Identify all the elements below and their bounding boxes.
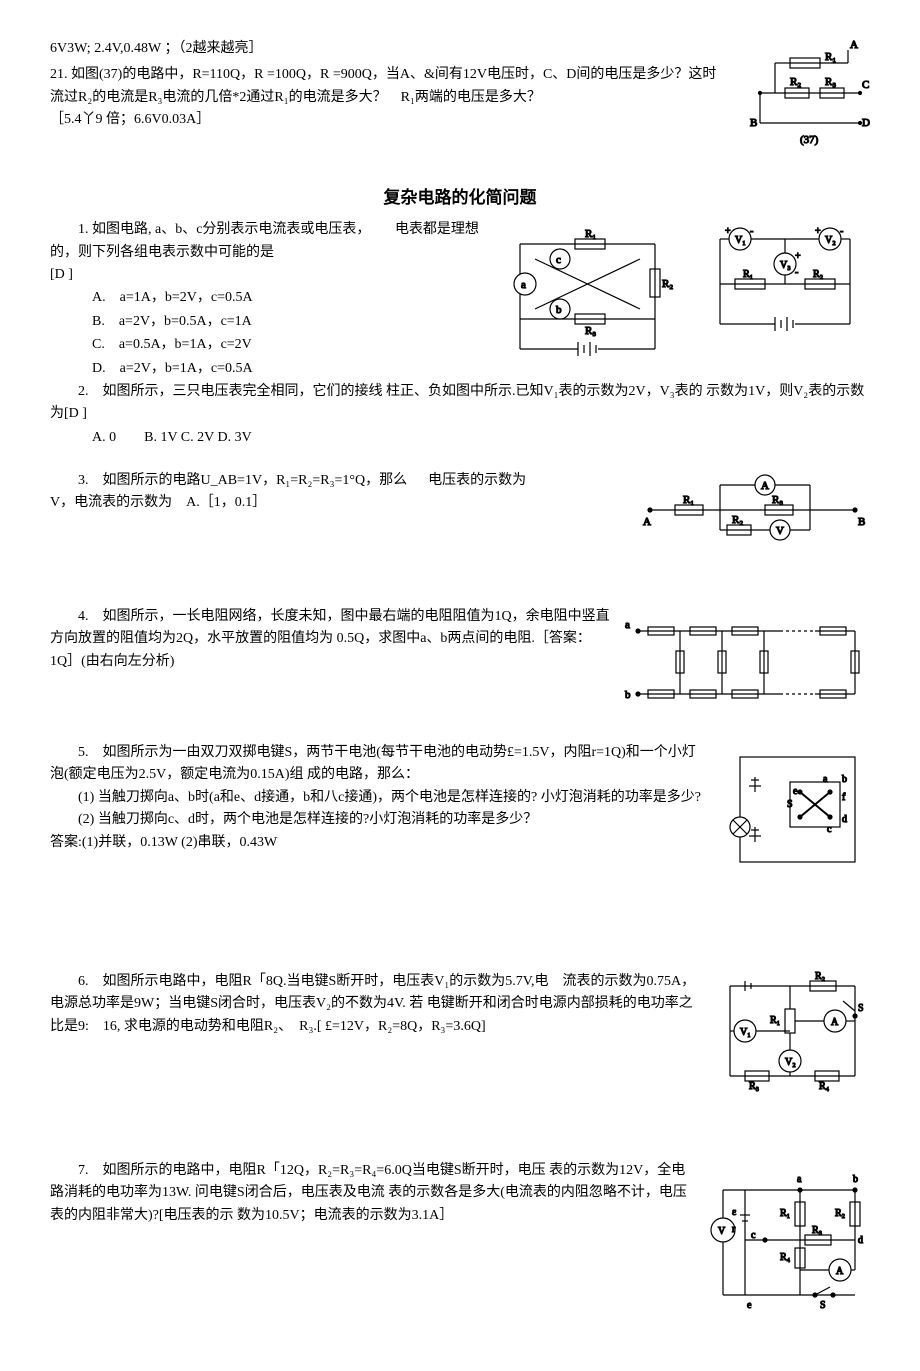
svg-text:c: c: [556, 254, 561, 266]
svg-text:R₂: R₂: [813, 269, 823, 280]
svg-text:R₃: R₃: [749, 1081, 759, 1092]
svg-text:b: b: [556, 304, 562, 316]
fig37-label-A: A: [850, 39, 858, 51]
problem-3: A R₁ R₃ B A R₂ V 3. 如图所示的电路U_AB=1V，R₁=R₂…: [50, 470, 870, 548]
problem-5: S ab f cd e 5. 如图所示为一由双刀双掷电键S，两节干电池(每节干电…: [50, 742, 870, 883]
svg-text:-: -: [840, 226, 843, 237]
svg-text:(37): (37): [800, 134, 819, 146]
svg-text:d: d: [858, 1235, 863, 1246]
svg-text:e: e: [793, 786, 798, 797]
svg-text:S: S: [787, 799, 793, 810]
problem-21-block: A R₁ R₂ R₃ C D B (37) 6V3W; 2.4V,0.48W ；…: [50, 38, 870, 164]
svg-text:A: A: [831, 1017, 839, 1028]
svg-text:R₁: R₁: [585, 228, 596, 240]
svg-text:-: -: [750, 226, 753, 237]
svg-text:+: +: [725, 226, 731, 237]
q3-stem-a: 3. 如图所示的电路U_AB=1V，R₁=R₂=R₃=1°Q，那么: [78, 473, 407, 488]
svg-text:R₂: R₂: [835, 1208, 845, 1219]
svg-text:R₁: R₁: [683, 494, 694, 506]
svg-text:a: a: [625, 619, 630, 631]
svg-text:a: a: [823, 774, 828, 785]
svg-text:c: c: [751, 1230, 756, 1241]
svg-text:-: -: [795, 267, 798, 278]
svg-text:a: a: [521, 279, 526, 291]
svg-text:R₂: R₂: [815, 971, 825, 982]
figure-q1: R₁ R₂ R₃ a c b: [490, 219, 685, 369]
problem-4: a b 4. 如图所示，一长电阻网络，长度未: [50, 606, 870, 722]
figure-q2: V₁ V₂ + - + - V₃ + - R₁ R₂: [695, 219, 870, 354]
svg-text:R₂: R₂: [732, 514, 743, 526]
svg-text:+: +: [815, 226, 821, 237]
svg-text:f: f: [842, 792, 846, 803]
svg-text:A: A: [836, 1266, 844, 1277]
svg-text:b: b: [842, 774, 847, 785]
problem-1: V₁ V₂ + - + - V₃ + - R₁ R₂: [50, 219, 870, 450]
svg-text:R₁: R₁: [780, 1208, 790, 1219]
svg-text:D: D: [862, 117, 870, 129]
svg-text:R₁: R₁: [825, 51, 836, 63]
svg-text:R₃: R₃: [772, 494, 783, 506]
figure-q4: a b: [620, 606, 870, 716]
figure-37: A R₁ R₂ R₃ C D B (37): [730, 38, 870, 158]
svg-text:R₃: R₃: [812, 1225, 822, 1236]
figure-q6: R₂ S R₁ V₁ A V₂ R₃ R₄: [715, 971, 870, 1096]
svg-text:R₄: R₄: [819, 1081, 830, 1092]
q2-opts: A. 0 B. 1V C. 2V D. 3V: [92, 427, 870, 449]
svg-text:V₁: V₁: [735, 235, 746, 246]
svg-text:R₂: R₂: [790, 76, 801, 88]
svg-text:V₃: V₃: [780, 260, 791, 271]
svg-text:R₃: R₃: [585, 325, 596, 337]
q3-stem-b: 电压表的示数为: [428, 473, 526, 488]
svg-text:R₁: R₁: [743, 269, 753, 280]
svg-text:A: A: [761, 480, 769, 492]
svg-text:V: V: [776, 525, 784, 537]
svg-text:R₄: R₄: [780, 1252, 791, 1263]
svg-text:V₁: V₁: [740, 1027, 751, 1038]
svg-text:ε: ε: [732, 1207, 736, 1218]
svg-text:c: c: [827, 824, 832, 835]
svg-text:B: B: [858, 516, 865, 528]
svg-text:a: a: [797, 1174, 802, 1185]
svg-text:R₁: R₁: [770, 1015, 780, 1026]
svg-text:V₂: V₂: [825, 235, 836, 246]
svg-text:R₃: R₃: [825, 76, 836, 88]
figure-q3: A R₁ R₃ B A R₂ V: [635, 470, 870, 542]
svg-text:V₂: V₂: [785, 1057, 796, 1068]
svg-text:C: C: [862, 79, 869, 91]
problem-6: R₂ S R₁ V₁ A V₂ R₃ R₄ 6. 如图所示电路中，电阻R「8Q.…: [50, 971, 870, 1102]
figure-q7: V εr c ab R₁ R₂ d R₃ R₄ A: [705, 1160, 870, 1315]
figure-q5: S a b f cd e: [715, 742, 870, 877]
svg-text:R₂: R₂: [662, 278, 673, 290]
svg-text:A: A: [643, 516, 651, 528]
svg-text:b: b: [625, 689, 631, 701]
problem-7: V εr c ab R₁ R₂ d R₃ R₄ A: [50, 1160, 870, 1321]
svg-text:V: V: [718, 1226, 726, 1237]
svg-text:b: b: [853, 1174, 858, 1185]
q1-stem-a: 1. 如图电路, a、b、c分别表示电流表或电压表，: [78, 222, 370, 237]
q1-optD: D. a=2V，b=1A，c=0.5A: [92, 358, 870, 380]
svg-text:S: S: [858, 1003, 864, 1014]
q2-stem: 2. 如图所示，三只电压表完全相同，它们的接线 柱正、负如图中所示.已知V₁表的…: [50, 381, 870, 426]
svg-text:d: d: [842, 814, 847, 825]
svg-text:B: B: [750, 117, 757, 129]
svg-text:+: +: [795, 251, 801, 262]
section-title: 复杂电路的化简问题: [50, 184, 870, 211]
